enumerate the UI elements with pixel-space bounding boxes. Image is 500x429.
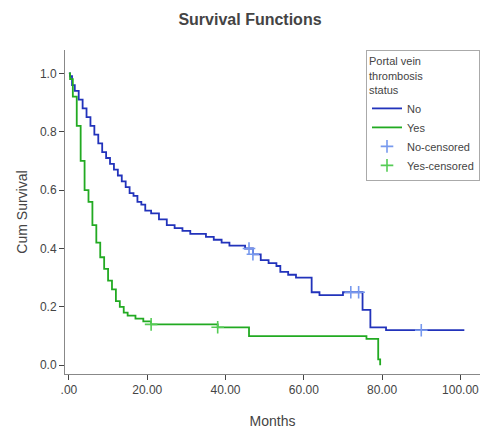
svg-text:100.00: 100.00 <box>442 383 479 397</box>
svg-text:80.00: 80.00 <box>367 383 397 397</box>
svg-text:No: No <box>407 103 421 115</box>
svg-text:40.00: 40.00 <box>211 383 241 397</box>
svg-text:20.00: 20.00 <box>132 383 162 397</box>
svg-text:Survival Functions: Survival Functions <box>178 11 321 28</box>
svg-text:0.8: 0.8 <box>40 125 57 139</box>
svg-text:0.4: 0.4 <box>40 242 57 256</box>
svg-text:Portal veinthrombosisstatus: Portal veinthrombosisstatus <box>369 55 423 96</box>
svg-text:Yes: Yes <box>407 122 425 134</box>
svg-text:1.0: 1.0 <box>40 67 57 81</box>
svg-text:Months: Months <box>250 413 296 429</box>
svg-text:0.2: 0.2 <box>40 300 57 314</box>
svg-text:Cum Survival: Cum Survival <box>14 170 30 253</box>
svg-text:60.00: 60.00 <box>289 383 319 397</box>
svg-text:0.0: 0.0 <box>40 358 57 372</box>
svg-text:.00: .00 <box>61 383 78 397</box>
svg-text:No-censored: No-censored <box>407 141 470 153</box>
svg-text:0.6: 0.6 <box>40 183 57 197</box>
svg-text:Yes-censored: Yes-censored <box>407 160 474 172</box>
